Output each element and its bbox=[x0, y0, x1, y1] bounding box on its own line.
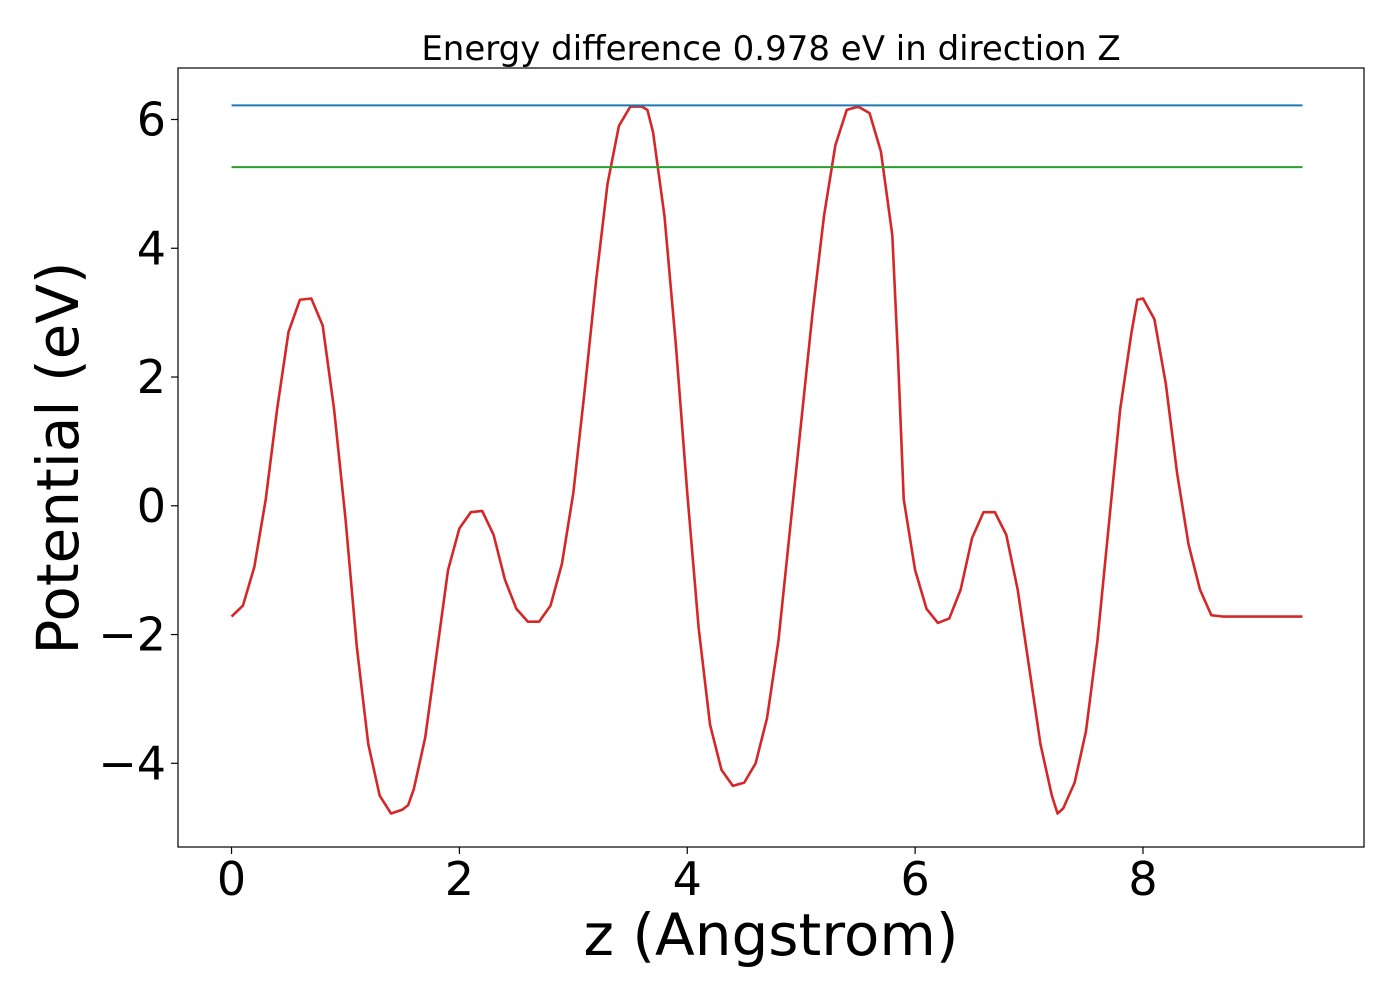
y-tick-label: 4 bbox=[137, 221, 166, 275]
potential-line bbox=[230, 105, 1303, 815]
y-tick-label: 6 bbox=[137, 93, 166, 147]
chart-title: Energy difference 0.978 eV in direction … bbox=[421, 29, 1120, 69]
y-axis-ticks: −4 −2 0 2 4 6 bbox=[98, 93, 178, 790]
x-tick-label: 2 bbox=[445, 852, 474, 906]
y-tick-label: 2 bbox=[137, 350, 166, 404]
x-tick-label: 8 bbox=[1128, 852, 1157, 906]
x-axis-ticks: 0 2 4 6 8 bbox=[217, 847, 1158, 906]
y-axis-title: Potential (eV) bbox=[24, 261, 92, 654]
x-tick-label: 0 bbox=[217, 852, 246, 906]
x-axis-title: z (Angstrom) bbox=[584, 901, 959, 969]
plot-frame bbox=[177, 67, 1365, 848]
plot-marks bbox=[230, 104, 1303, 815]
y-tick-label: 0 bbox=[137, 479, 166, 533]
x-tick-label: 4 bbox=[673, 852, 702, 906]
x-tick-label: 6 bbox=[900, 852, 929, 906]
y-tick-label: −4 bbox=[98, 736, 166, 790]
y-tick-label: −2 bbox=[98, 608, 166, 662]
